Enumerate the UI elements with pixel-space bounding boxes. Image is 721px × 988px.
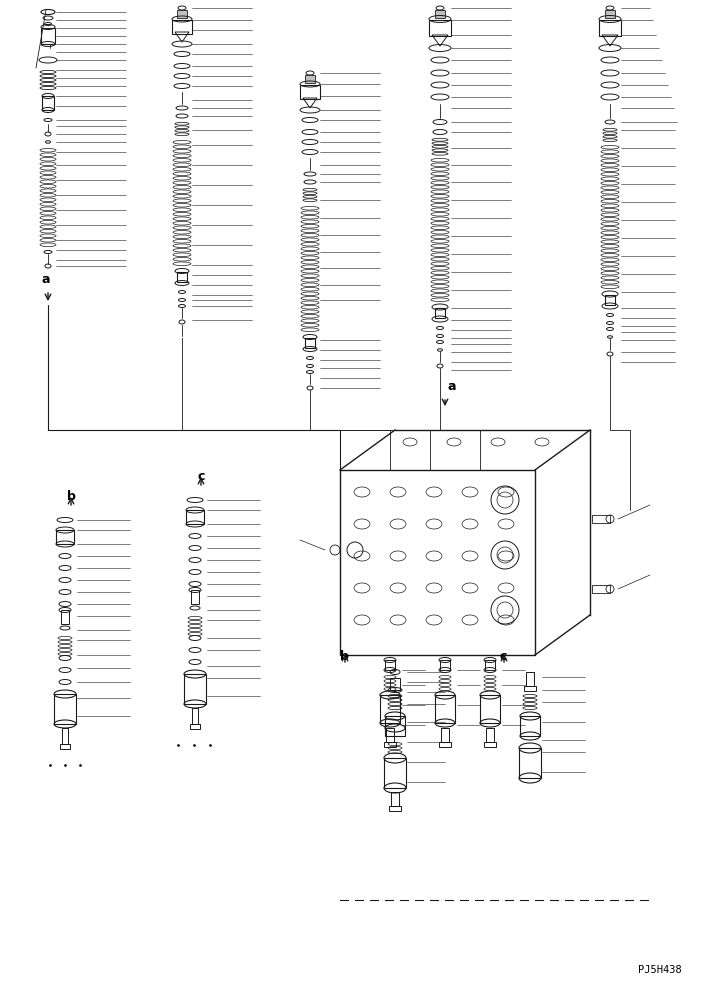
Bar [385, 716, 405, 736]
Text: b: b [340, 650, 349, 663]
Bar [592, 515, 610, 523]
Bar [526, 672, 534, 686]
Bar [440, 660, 450, 670]
Bar [305, 338, 315, 348]
Bar [177, 272, 187, 282]
Bar [599, 20, 621, 36]
Bar [54, 694, 76, 724]
Bar [524, 686, 536, 691]
Bar [429, 20, 451, 36]
Text: a: a [42, 273, 50, 286]
Bar [486, 728, 494, 742]
Bar [390, 678, 400, 690]
Bar [480, 695, 500, 723]
Bar [380, 695, 400, 723]
Bar [61, 610, 69, 624]
Bar [386, 728, 394, 742]
Bar [177, 10, 187, 18]
Bar [41, 28, 55, 44]
Bar [605, 10, 615, 18]
Bar [439, 742, 451, 747]
Bar [60, 744, 70, 749]
Bar [435, 308, 445, 318]
Bar [62, 728, 68, 744]
Bar [191, 590, 199, 604]
Bar [190, 724, 200, 729]
Text: c: c [500, 650, 508, 663]
Bar [520, 716, 540, 736]
Bar [384, 742, 396, 747]
Bar [441, 728, 449, 742]
Text: PJ5H438: PJ5H438 [638, 965, 682, 975]
Bar [192, 708, 198, 724]
Bar [485, 660, 495, 670]
Bar [605, 295, 615, 305]
Bar [305, 75, 315, 83]
Bar [340, 470, 535, 655]
Bar [484, 742, 496, 747]
Bar [592, 585, 610, 593]
Bar [435, 695, 455, 723]
Bar [300, 85, 320, 99]
Text: b: b [67, 490, 76, 503]
Bar [186, 510, 204, 524]
Bar [384, 758, 406, 788]
Text: a: a [448, 380, 456, 393]
Bar [56, 530, 74, 544]
Bar [435, 10, 445, 18]
Bar [184, 674, 206, 704]
Bar [519, 748, 541, 778]
Bar [385, 660, 395, 670]
Bar [42, 96, 54, 110]
Text: c: c [197, 470, 204, 483]
Bar [391, 792, 399, 806]
Bar [172, 20, 192, 34]
Bar [389, 806, 401, 811]
